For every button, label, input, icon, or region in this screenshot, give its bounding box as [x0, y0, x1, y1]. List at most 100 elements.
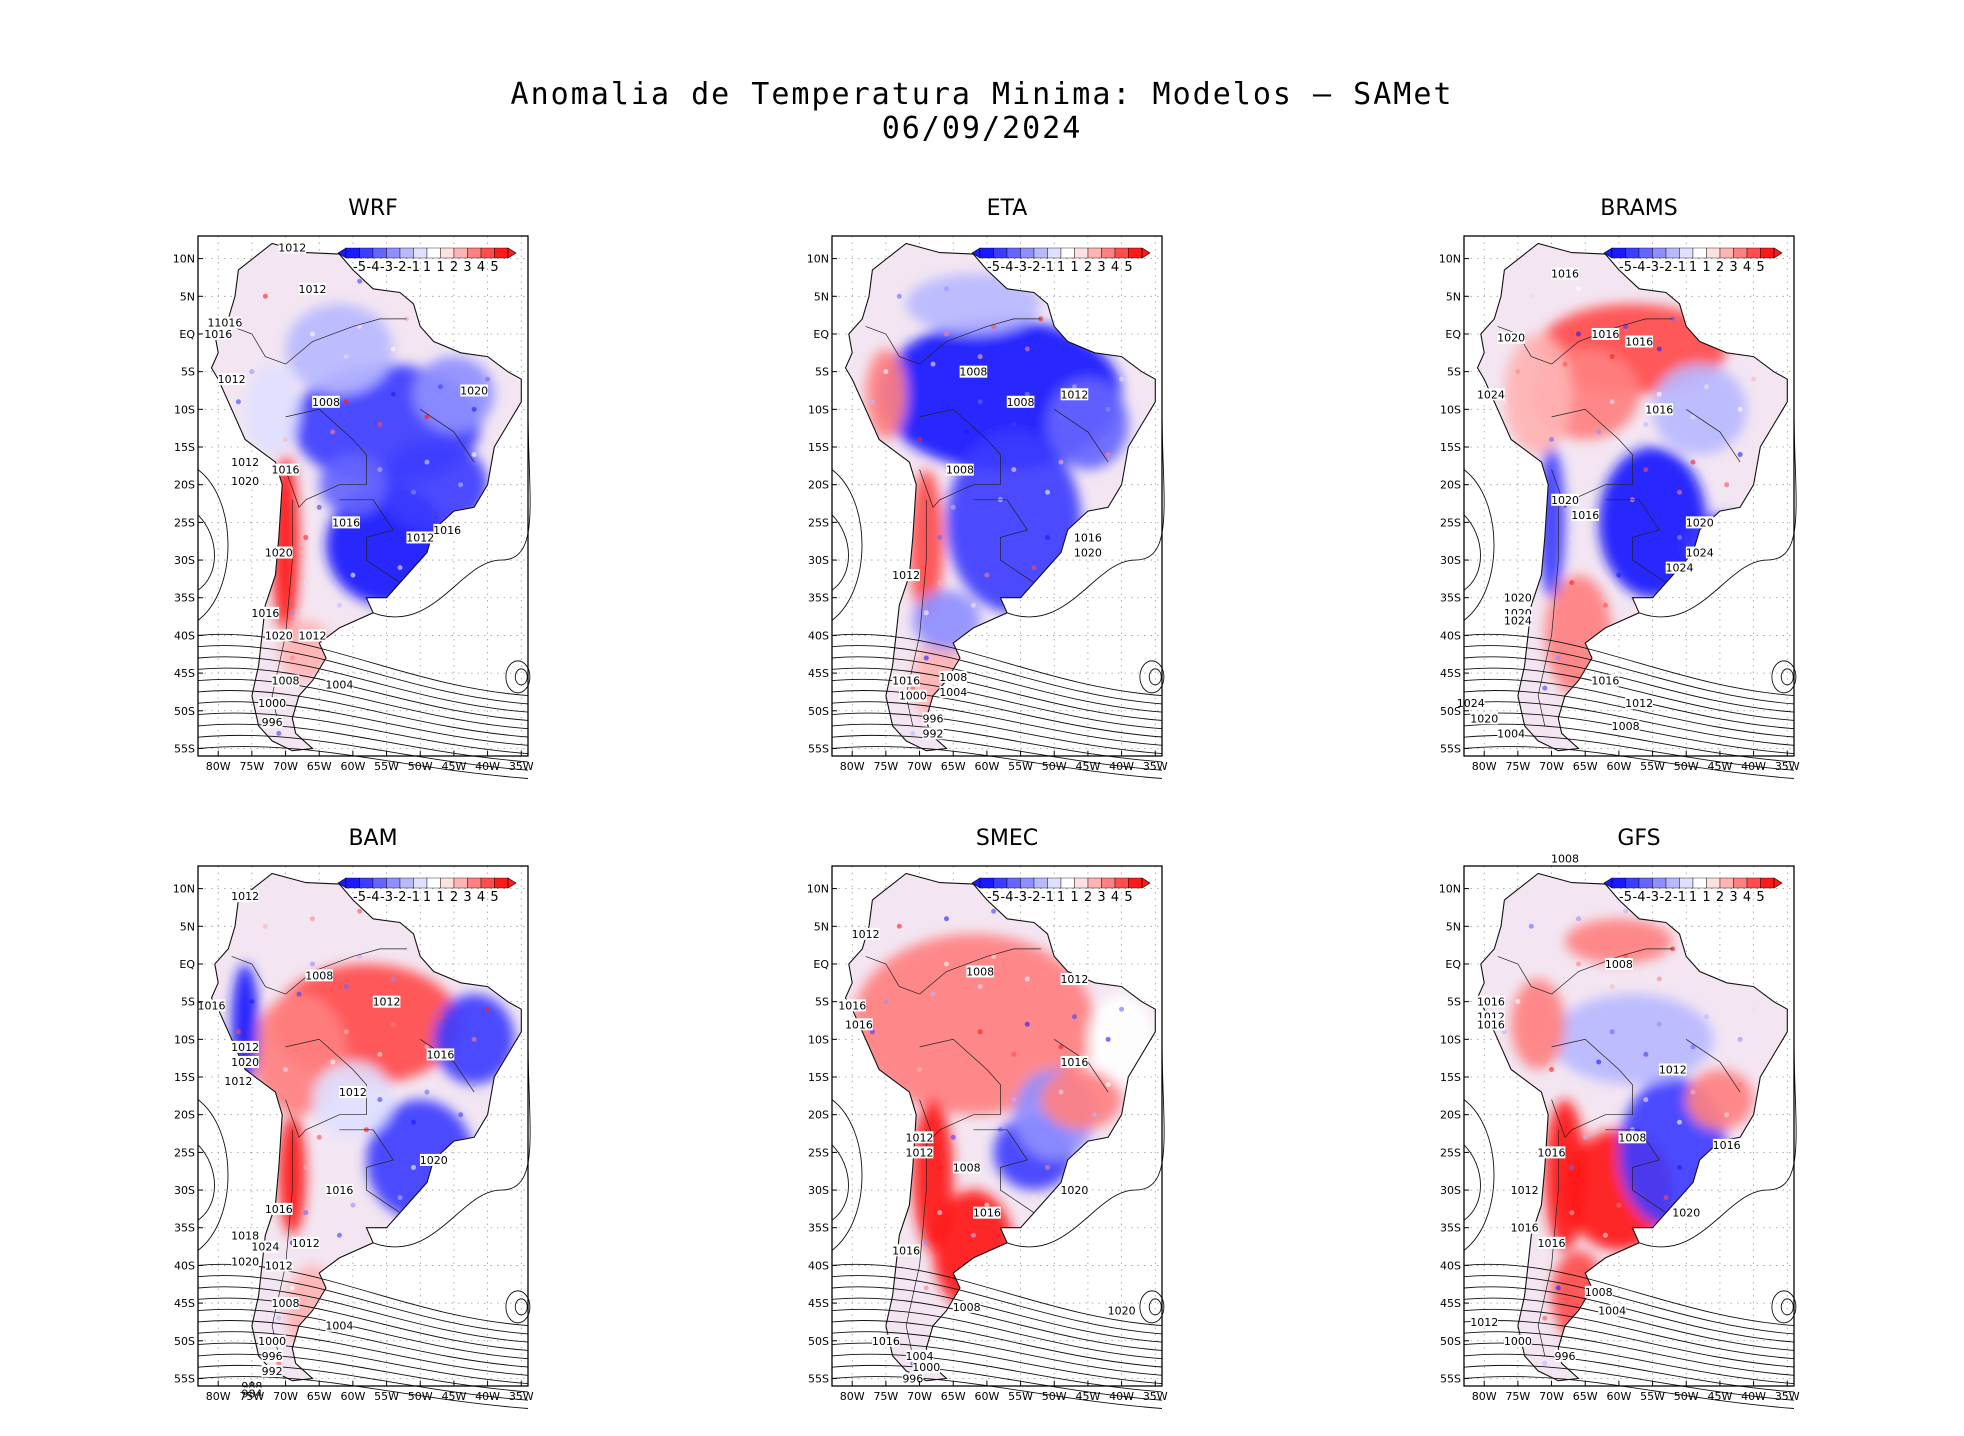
isobar-label-bg	[406, 531, 435, 544]
isobar-label-bg	[966, 965, 994, 978]
isobar-label: 1016	[1538, 1237, 1566, 1250]
panel-wrf: WRF 1012 1012 11016 1016 1008 1020 1012 1012 101…	[148, 196, 548, 786]
anomaly-speckle	[869, 1029, 875, 1035]
isobar-label-bg	[1537, 1236, 1566, 1249]
isobar-south	[1463, 1364, 1795, 1401]
colorbar-cell	[1128, 877, 1143, 889]
anomaly-speckle	[896, 923, 902, 929]
country-border	[339, 499, 401, 583]
anomaly-speckle	[1542, 1315, 1548, 1321]
y-tick-label: 10S	[808, 1033, 829, 1046]
isobar-atlantic	[1006, 1039, 1165, 1248]
isobar-label: 1024	[1686, 547, 1714, 560]
anomaly-speckle	[977, 354, 983, 360]
colorbar-label: -1	[1041, 260, 1054, 275]
anomaly-speckle	[424, 459, 430, 465]
isobar-label: 1020	[420, 1154, 448, 1167]
colorbar-cell	[413, 877, 428, 889]
isobar-south	[831, 1364, 1163, 1401]
colorbar-label: -2	[1028, 260, 1041, 275]
y-tick-label: 30S	[1440, 1184, 1461, 1197]
anomaly-speckle	[357, 908, 363, 914]
isobar-label: 1012	[1060, 973, 1088, 986]
isobar-atlantic	[372, 1039, 531, 1248]
colorbar-label: -5	[1619, 260, 1632, 275]
colorbar-cell	[1746, 877, 1761, 889]
anomaly-cell	[413, 356, 495, 432]
colorbar-cell	[1047, 247, 1062, 259]
colorbar-cell	[993, 877, 1008, 889]
anomaly-speckle	[1555, 610, 1561, 616]
colorbar-cell	[1652, 877, 1667, 889]
country-border	[973, 1129, 1035, 1213]
y-tick-label: 20S	[174, 1109, 195, 1122]
panel-brams: BRAMS 1016 1020 1016 1016 1024 1016 1016 1020 10…	[1414, 196, 1814, 786]
colorbar-label: -5	[987, 260, 1000, 275]
x-tick-label: 65W	[941, 760, 966, 773]
y-tick-label: 5N	[1446, 290, 1461, 303]
plot-frame	[1463, 865, 1795, 1387]
anomaly-speckle	[1737, 452, 1743, 458]
anomaly-speckle	[984, 572, 990, 578]
anomaly-speckle	[1737, 406, 1743, 412]
isobar-label-bg	[1611, 719, 1640, 732]
isobar-atlantic	[1638, 409, 1797, 618]
isobar-label: 1016	[1060, 1056, 1088, 1069]
anomaly-speckle	[471, 1036, 477, 1042]
anomaly-speckle	[303, 1210, 309, 1216]
isobar-label-bg	[325, 678, 354, 691]
isobar-south	[1463, 723, 1795, 763]
x-tick-label: 35W	[1775, 760, 1800, 773]
anomaly-speckle	[249, 369, 255, 375]
x-tick-label: 60W	[340, 760, 365, 773]
isobar-label-bg	[1060, 388, 1089, 401]
isobar-label: 1020	[231, 1056, 259, 1069]
y-tick-label: 20S	[1440, 479, 1461, 492]
y-tick-label: 50S	[174, 1335, 195, 1348]
colorbar: -5 -4 -3 -2 -1 1 1 2 3 4 5	[337, 247, 517, 275]
anomaly-speckle	[1031, 565, 1037, 571]
isobar-label-bg	[1551, 852, 1579, 865]
y-tick-label: 10N	[173, 883, 195, 896]
coastline	[844, 872, 1156, 1382]
y-tick-label: 30S	[1440, 554, 1461, 567]
isobar-label-bg	[207, 316, 242, 329]
isobar-south	[831, 645, 1163, 705]
anomaly-speckle	[943, 916, 949, 922]
y-tick-label: 15S	[174, 1071, 195, 1084]
isobar-label: 1012	[231, 890, 259, 903]
isobar-labels: 1012101211016101610081020101210121016102…	[204, 241, 488, 729]
anomaly-speckle	[262, 293, 268, 299]
isobar-label-bg	[959, 365, 988, 378]
x-tick-label: 55W	[374, 1390, 399, 1403]
isobar-label: 1016	[325, 1184, 353, 1197]
anomaly-speckle	[930, 361, 936, 367]
colorbar-label: -2	[394, 890, 407, 905]
anomaly-cell	[1504, 333, 1572, 455]
anomaly-speckle	[1575, 916, 1581, 922]
country-border	[285, 408, 367, 508]
plot-frame	[831, 235, 1163, 757]
colorbar-cell	[1087, 877, 1102, 889]
isobar-low-outer	[1139, 1290, 1165, 1324]
isobar-south	[1463, 678, 1795, 730]
y-tick-label: 5N	[814, 920, 829, 933]
isobar-label: 1020	[1108, 1305, 1136, 1318]
colorbar-cell	[426, 247, 441, 259]
isobar-south	[197, 1308, 529, 1360]
isobar-label-bg	[939, 685, 968, 698]
isobar-label-bg	[1685, 516, 1714, 529]
x-tick-label: 75W	[239, 760, 264, 773]
anomaly-speckle	[1105, 452, 1111, 458]
isobar-label-bg	[312, 395, 340, 408]
x-tick-label: 50W	[1674, 760, 1699, 773]
x-tick-label: 45W	[441, 760, 466, 773]
anomaly-speckle	[1690, 414, 1696, 420]
isobar-label: 1008	[1007, 396, 1035, 409]
anomaly-speckle	[1596, 429, 1602, 435]
anomaly-cell	[865, 349, 907, 440]
isobar-label: 1024	[251, 1241, 279, 1254]
colorbar-cell	[1114, 877, 1129, 889]
anomaly-speckle	[883, 369, 889, 375]
isobar-label-bg	[1060, 973, 1089, 986]
